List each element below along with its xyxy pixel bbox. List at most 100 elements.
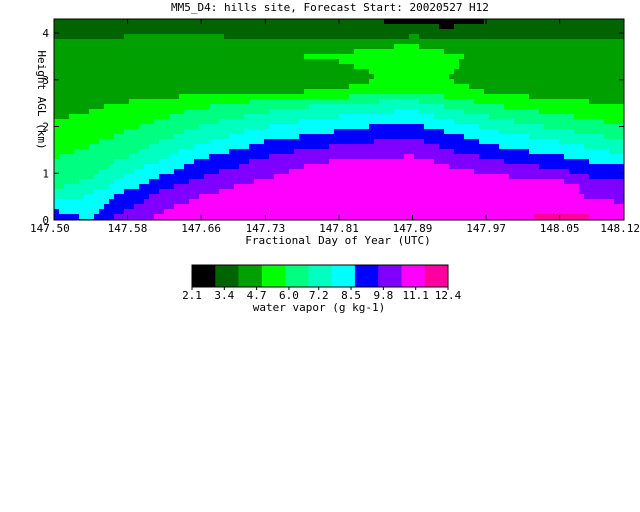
field-cell: [64, 164, 70, 170]
field-cell: [284, 134, 290, 140]
field-cell: [84, 109, 90, 115]
field-cell: [299, 149, 305, 155]
field-cell: [424, 124, 430, 130]
field-cell: [139, 214, 145, 220]
field-cell: [249, 54, 255, 60]
field-cell: [429, 189, 435, 195]
field-cell: [604, 79, 610, 85]
field-cell: [384, 164, 390, 170]
field-cell: [619, 149, 625, 155]
field-cell: [59, 199, 65, 205]
field-cell: [109, 164, 115, 170]
field-cell: [604, 19, 610, 25]
field-cell: [289, 39, 295, 45]
field-cell: [114, 34, 120, 40]
field-cell: [434, 189, 440, 195]
field-cell: [64, 214, 70, 220]
field-cell: [299, 59, 305, 65]
field-cell: [509, 104, 515, 110]
field-cell: [394, 79, 400, 85]
field-cell: [469, 139, 475, 145]
field-cell: [64, 174, 70, 180]
field-cell: [79, 149, 85, 155]
field-cell: [189, 109, 195, 115]
field-cell: [144, 179, 150, 185]
field-cell: [274, 114, 280, 120]
field-cell: [384, 54, 390, 60]
field-cell: [154, 34, 160, 40]
field-cell: [454, 94, 460, 100]
field-cell: [529, 134, 535, 140]
field-cell: [544, 44, 550, 50]
field-cell: [204, 99, 210, 105]
field-cell: [274, 19, 280, 25]
field-cell: [529, 74, 535, 80]
field-cell: [434, 199, 440, 205]
field-cell: [534, 144, 540, 150]
field-cell: [574, 214, 580, 220]
field-cell: [534, 129, 540, 135]
field-cell: [489, 129, 495, 135]
field-cell: [104, 19, 110, 25]
field-cell: [144, 119, 150, 125]
field-cell: [594, 24, 600, 30]
field-cell: [214, 49, 220, 55]
field-cell: [249, 189, 255, 195]
field-cell: [469, 184, 475, 190]
field-cell: [419, 79, 425, 85]
field-cell: [239, 99, 245, 105]
field-cell: [239, 209, 245, 215]
field-cell: [514, 139, 520, 145]
field-cell: [349, 144, 355, 150]
field-cell: [274, 104, 280, 110]
field-cell: [219, 64, 225, 70]
field-cell: [429, 49, 435, 55]
field-cell: [539, 174, 545, 180]
field-cell: [74, 139, 80, 145]
field-cell: [574, 139, 580, 145]
field-cell: [599, 104, 605, 110]
field-cell: [74, 134, 80, 140]
field-cell: [144, 44, 150, 50]
field-cell: [64, 129, 70, 135]
field-cell: [439, 209, 445, 215]
field-cell: [574, 69, 580, 75]
field-cell: [479, 64, 485, 70]
field-cell: [59, 189, 65, 195]
field-cell: [64, 24, 70, 30]
field-cell: [179, 144, 185, 150]
field-cell: [119, 64, 125, 70]
field-cell: [414, 189, 420, 195]
field-cell: [144, 124, 150, 130]
field-cell: [489, 94, 495, 100]
field-cell: [579, 204, 585, 210]
field-cell: [539, 64, 545, 70]
field-cell: [569, 124, 575, 130]
field-cell: [389, 19, 395, 25]
field-cell: [94, 169, 100, 175]
field-cell: [339, 69, 345, 75]
field-cell: [564, 204, 570, 210]
field-cell: [144, 89, 150, 95]
colorbar-swatch: [424, 265, 449, 287]
field-cell: [164, 159, 170, 165]
field-cell: [569, 184, 575, 190]
field-cell: [124, 74, 130, 80]
field-cell: [99, 29, 105, 35]
field-cell: [174, 119, 180, 125]
field-cell: [284, 204, 290, 210]
field-cell: [284, 114, 290, 120]
field-cell: [159, 29, 165, 35]
field-cell: [599, 124, 605, 130]
field-cell: [299, 129, 305, 135]
field-cell: [619, 204, 625, 210]
field-cell: [139, 179, 145, 185]
field-cell: [374, 169, 380, 175]
field-cell: [279, 39, 285, 45]
field-cell: [194, 59, 200, 65]
field-cell: [159, 39, 165, 45]
field-cell: [519, 104, 525, 110]
field-cell: [434, 114, 440, 120]
field-cell: [104, 199, 110, 205]
field-cell: [594, 209, 600, 215]
